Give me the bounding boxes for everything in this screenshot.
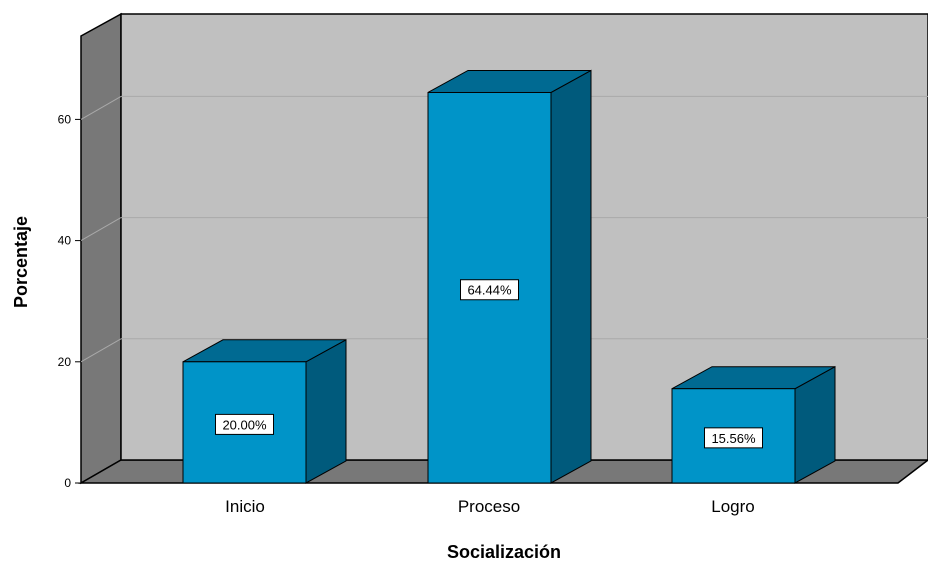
bars: 20.00% 64.44% 15.56% <box>182 69 836 484</box>
y-tick-label: 0 <box>64 476 71 490</box>
bar: 20.00% <box>182 338 347 484</box>
bar-side <box>550 69 592 484</box>
category-label: Proceso <box>458 497 520 516</box>
left-wall <box>80 12 122 485</box>
gridline <box>80 338 122 363</box>
data-label: 15.56% <box>711 431 756 446</box>
y-axis-title: Porcentaje <box>11 216 31 308</box>
bar: 64.44% <box>427 69 592 484</box>
category-label: Inicio <box>225 497 265 516</box>
data-label-box <box>460 279 519 301</box>
data-label-box <box>704 427 763 449</box>
data-label: 20.00% <box>222 417 267 432</box>
y-tick-label: 40 <box>58 234 72 248</box>
data-label: 64.44% <box>467 283 512 298</box>
y-axis-ticks: 0 20 40 60 <box>58 112 81 490</box>
gridline <box>80 217 122 242</box>
bar: 15.56% <box>671 365 836 484</box>
data-label-box <box>215 413 274 435</box>
x-axis-title: Socialización <box>447 542 561 562</box>
gridline <box>80 95 122 120</box>
y-tick-label: 20 <box>58 355 72 369</box>
category-label: Logro <box>711 497 754 516</box>
category-labels: Inicio Proceso Logro <box>225 497 755 516</box>
y-tick-label: 60 <box>58 112 72 126</box>
bar-side <box>305 338 347 484</box>
